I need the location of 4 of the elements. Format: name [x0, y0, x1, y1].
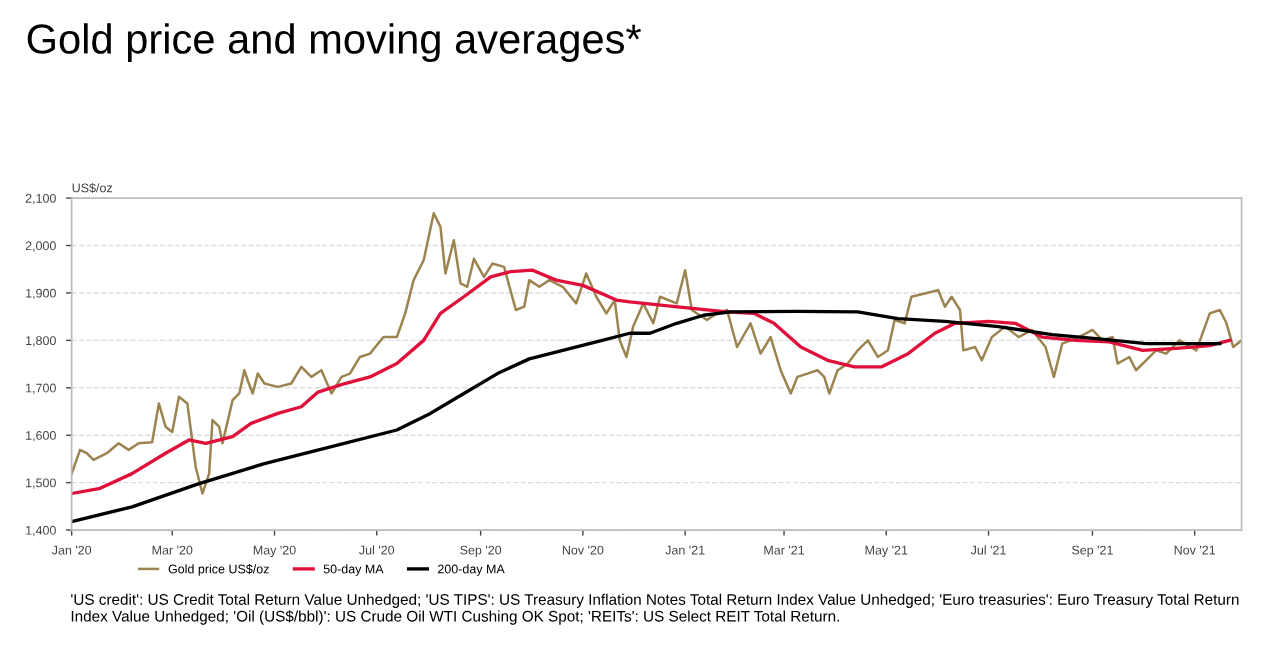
line-series [71, 309, 1222, 524]
line-series [71, 268, 1232, 496]
chart-title: Gold price and moving averages* [27, 23, 642, 63]
line-series [71, 212, 1242, 495]
